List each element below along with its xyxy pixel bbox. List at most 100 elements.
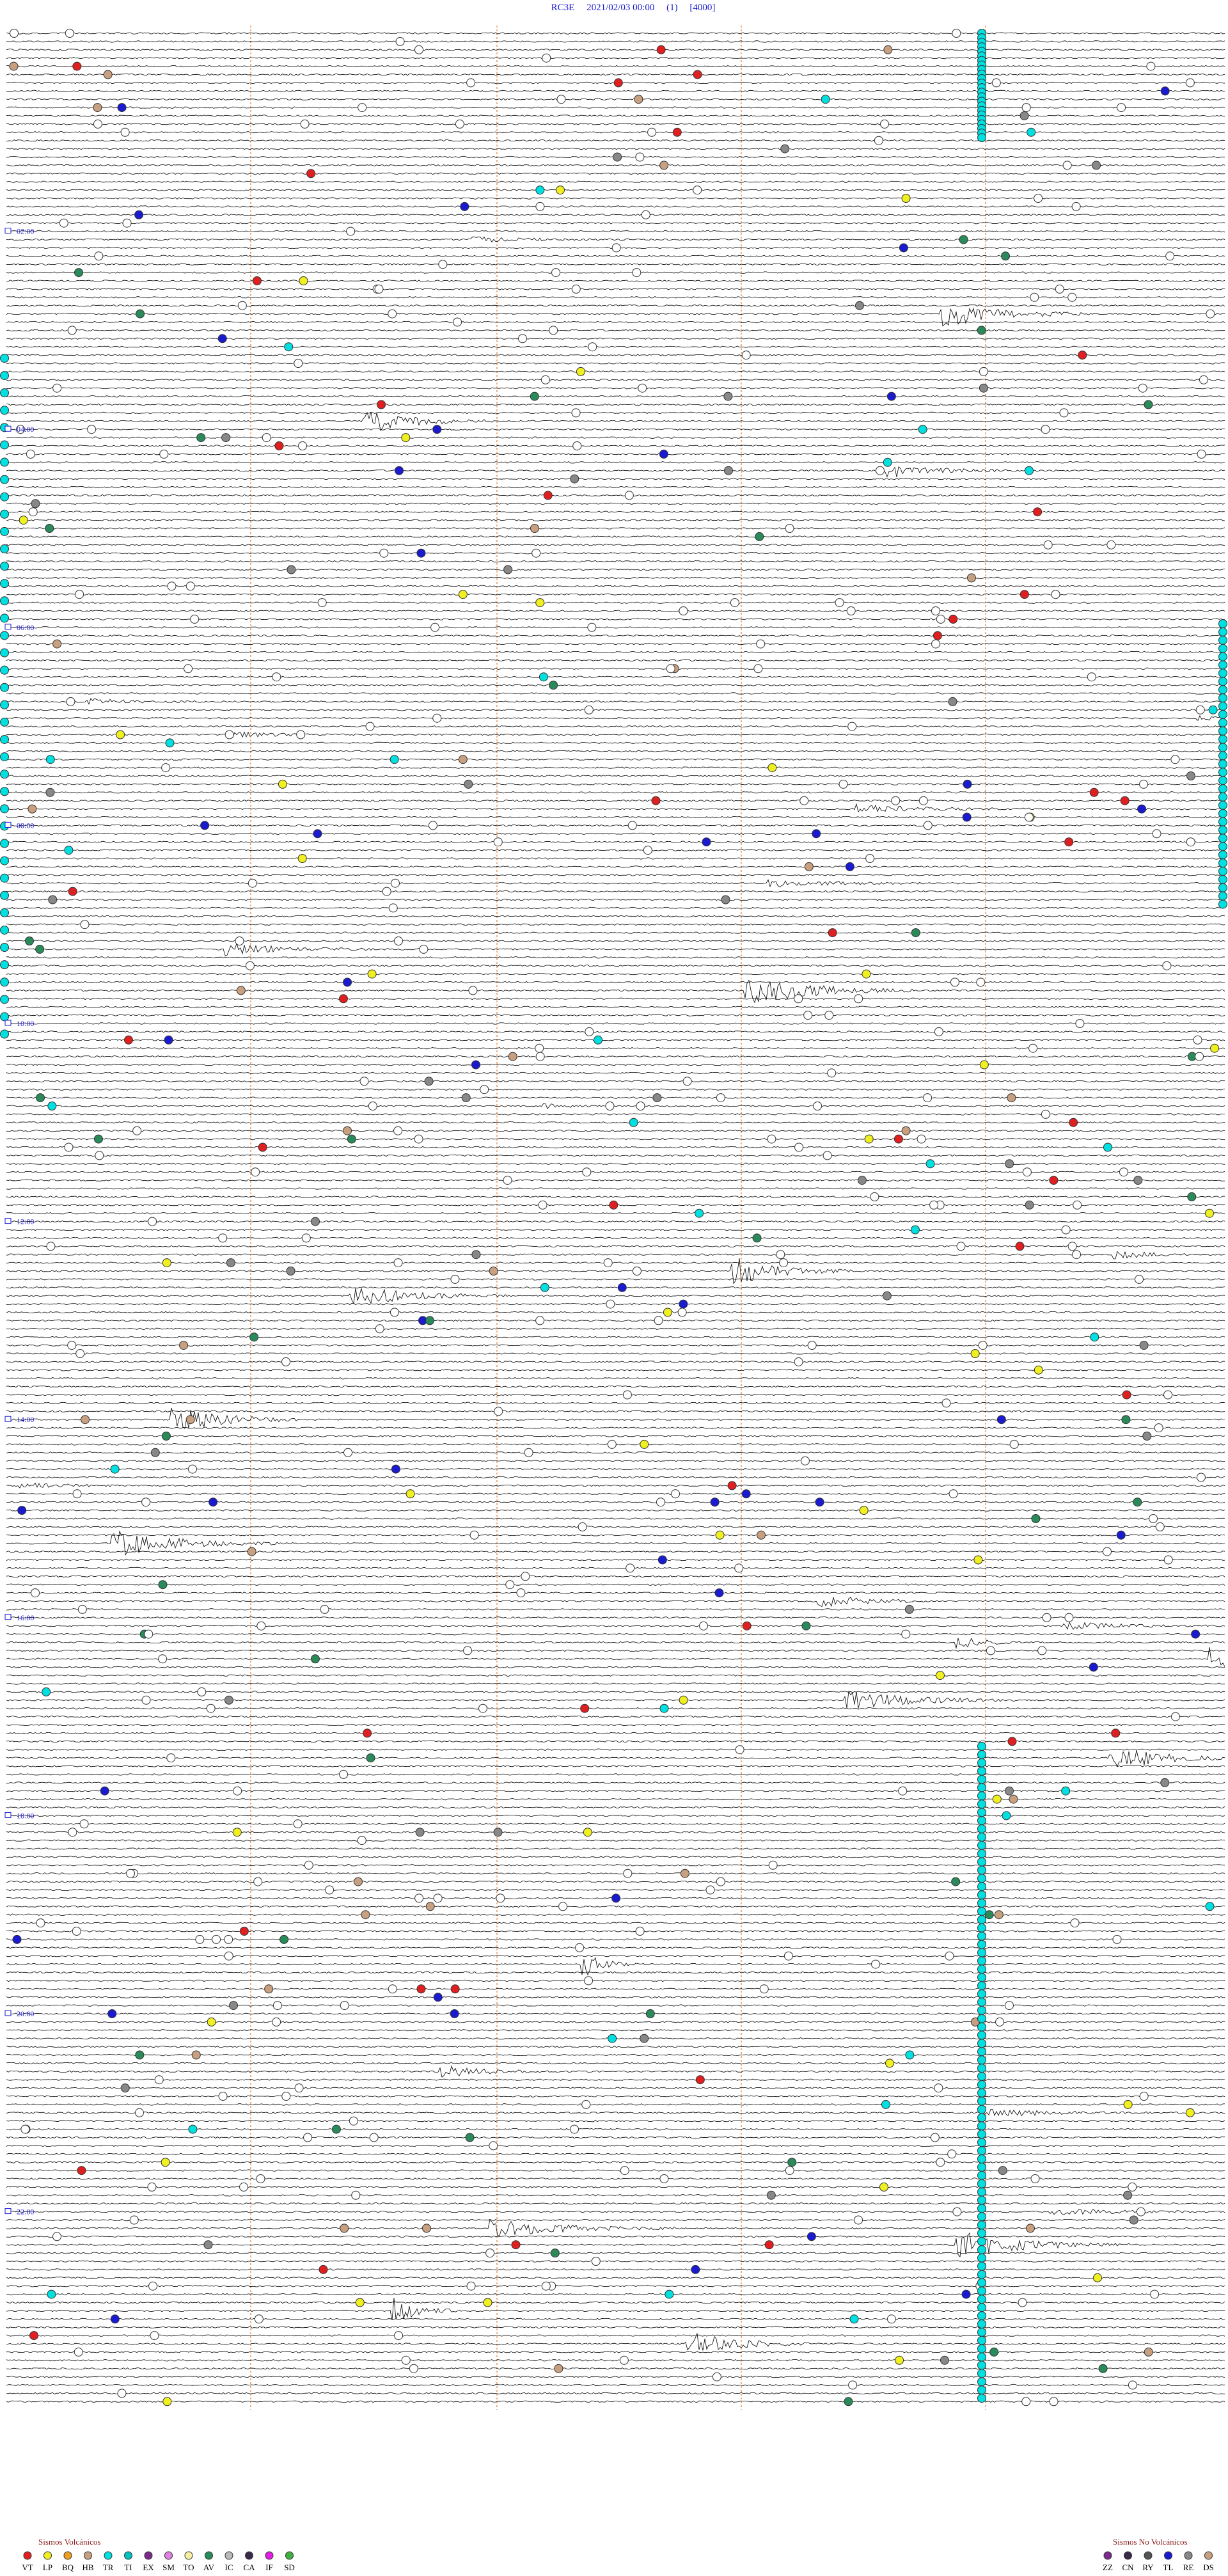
trace (6, 387, 1225, 390)
trace (6, 697, 1225, 705)
event-marker (1034, 1365, 1043, 1375)
trace (6, 2109, 1225, 2117)
event-marker (66, 697, 75, 706)
event-marker (103, 70, 113, 79)
event-marker (368, 1102, 377, 1110)
event-marker (483, 2298, 492, 2307)
trace (6, 337, 1225, 340)
trace (6, 715, 1225, 721)
trace (6, 981, 1225, 984)
legend-code: AV (203, 2563, 215, 2572)
trace (6, 1666, 1225, 1668)
event-marker (1089, 787, 1099, 797)
time-label: 22:00 (17, 2208, 34, 2216)
event-marker (1186, 837, 1195, 847)
trace (6, 236, 1225, 243)
event-marker (144, 1629, 154, 1639)
event-marker (1092, 161, 1101, 170)
event-marker (1185, 78, 1195, 88)
event-marker (1218, 734, 1227, 744)
trace (6, 1608, 1225, 1611)
trace (6, 898, 1225, 901)
trace (6, 979, 1225, 1004)
event-marker (388, 903, 398, 913)
event-marker (951, 1877, 961, 1886)
trace (6, 1987, 1225, 1990)
event-marker (977, 2195, 986, 2205)
event-marker (1072, 1250, 1082, 1260)
time-label: 12:00 (17, 1217, 34, 1226)
event-marker (977, 1997, 986, 2007)
trace (6, 1550, 1225, 1553)
trace (6, 692, 1225, 695)
trace (6, 1096, 1225, 1099)
event-marker (978, 1341, 988, 1350)
trace (6, 2202, 1225, 2205)
event-marker (936, 614, 945, 624)
event-marker (977, 2113, 986, 2122)
event-marker (0, 406, 9, 415)
event-marker (45, 524, 54, 533)
event-marker (1070, 1918, 1080, 1928)
event-marker (992, 1794, 1002, 1804)
event-marker (1195, 705, 1205, 715)
event-marker (1218, 792, 1227, 802)
event-marker (1204, 1208, 1214, 1218)
event-marker (1218, 867, 1227, 876)
event-marker (977, 1791, 986, 1801)
trace (6, 445, 1225, 447)
event-marker (95, 1151, 104, 1160)
event-marker (65, 29, 74, 38)
event-marker (388, 309, 397, 319)
event-marker (571, 408, 581, 418)
event-marker (493, 837, 503, 847)
trace (6, 2333, 1225, 2351)
event-marker (478, 1703, 487, 1713)
event-marker (0, 925, 9, 935)
event-marker (340, 2224, 349, 2233)
legend-marker (1164, 2551, 1172, 2560)
event-marker (278, 779, 287, 789)
event-marker (164, 1035, 173, 1045)
legend-marker (1184, 2551, 1193, 2560)
event-marker (1041, 425, 1050, 434)
trace (6, 1534, 1225, 1537)
trace (6, 90, 1225, 92)
event-marker (134, 210, 144, 219)
event-marker (535, 1316, 545, 1325)
event-marker (741, 1489, 751, 1499)
trace (6, 2285, 1225, 2288)
time-label: 02:00 (17, 227, 34, 236)
event-marker (1009, 1439, 1019, 1449)
event-marker (36, 1093, 45, 1103)
event-marker (94, 251, 104, 261)
event-marker (343, 977, 352, 987)
event-marker (141, 1695, 151, 1705)
event-marker (555, 186, 565, 195)
trace (6, 131, 1225, 134)
event-marker (764, 2240, 774, 2250)
trace (6, 1691, 1225, 1693)
event-marker (0, 804, 9, 814)
trace (6, 2095, 1225, 2098)
event-marker (485, 2248, 495, 2258)
event-marker (638, 383, 647, 393)
event-marker (224, 1951, 233, 1961)
event-marker (977, 1783, 986, 1792)
event-marker (874, 136, 883, 145)
event-marker (977, 2261, 986, 2271)
event-marker (886, 2314, 896, 2324)
event-marker (702, 837, 711, 847)
event-marker (1071, 201, 1081, 211)
event-marker (369, 2133, 379, 2142)
event-marker (727, 1481, 737, 1490)
event-marker (1001, 251, 1011, 261)
event-marker (0, 613, 9, 623)
event-marker (1092, 2273, 1102, 2282)
trace (6, 307, 1225, 327)
event-marker (1073, 1200, 1082, 1210)
event-marker (977, 1956, 986, 1966)
event-marker (617, 1283, 627, 1292)
event-marker (619, 2355, 629, 2365)
trace (6, 2367, 1225, 2370)
